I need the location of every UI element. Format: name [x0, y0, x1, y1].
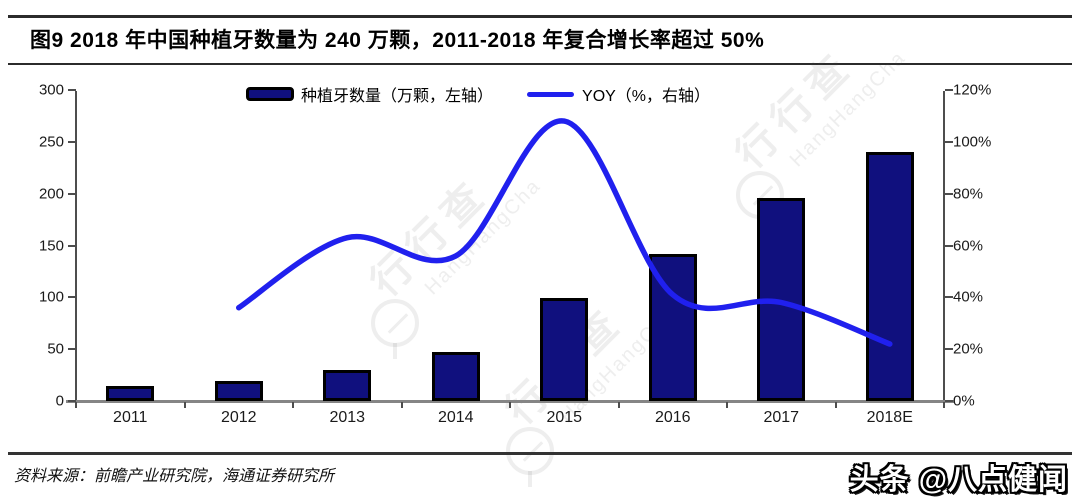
x-axis-tick — [292, 402, 294, 408]
right-axis-tick — [945, 400, 953, 402]
hanghangcha-logo-icon — [506, 427, 554, 487]
x-axis-tick — [509, 402, 511, 408]
right-axis-tick — [945, 348, 953, 351]
left-axis-tick — [68, 192, 76, 195]
left-axis-tick — [68, 140, 76, 143]
legend-bars-label: 种植牙数量（万颗，左轴） — [301, 88, 494, 105]
left-axis-tick — [68, 244, 76, 247]
bar-2012 — [214, 381, 263, 401]
left-axis-tick-label: 300 — [38, 81, 64, 99]
right-axis-spine — [943, 91, 945, 402]
legend-line-label: YOY（%，右轴） — [582, 88, 711, 105]
bar-2011 — [106, 386, 155, 401]
left-axis-tick — [68, 348, 76, 351]
left-axis-tick-label: 250 — [38, 133, 64, 151]
right-axis-tick-label: 120% — [953, 81, 992, 99]
yoy-line-layer — [236, 118, 893, 347]
bar-2013 — [323, 370, 372, 401]
source-note: 资料来源：前瞻产业研究院，海通证券研究所 — [14, 468, 335, 485]
left-axis-tick-label: 50 — [47, 340, 64, 358]
left-axis-tick-label: 0 — [55, 392, 64, 410]
bar-2018E — [865, 152, 914, 401]
legend-line-swatch-icon — [527, 91, 575, 97]
x-axis-tick — [834, 402, 837, 408]
right-axis-tick — [945, 244, 953, 247]
x-axis-category-label: 2015 — [546, 409, 583, 426]
x-axis-tick — [617, 402, 620, 408]
figure-title: 图9 2018 年中国种植牙数量为 240 万颗，2011-2018 年复合增长… — [30, 29, 765, 52]
x-axis-tick — [726, 402, 728, 408]
bar-2014 — [431, 352, 480, 401]
left-axis-tick — [68, 296, 76, 299]
left-axis-tick-label: 200 — [38, 185, 64, 203]
right-axis-tick — [945, 89, 953, 91]
right-axis-tick-label: 60% — [953, 237, 984, 254]
left-axis-tick — [68, 400, 76, 402]
x-axis-tick — [183, 402, 186, 408]
left-axis-tick — [68, 89, 76, 91]
x-axis-tick — [75, 402, 77, 408]
x-axis-category-label: 2016 — [654, 409, 691, 426]
right-axis-tick-label: 80% — [953, 185, 984, 203]
right-axis-tick-label: 100% — [953, 133, 992, 151]
left-axis-tick-label: 100 — [38, 288, 64, 306]
right-axis-tick — [945, 140, 953, 143]
top-rule — [8, 15, 1072, 18]
right-axis-tick-label: 20% — [953, 340, 984, 358]
toutiao-credit-watermark: 头条 @八点健闻 — [849, 464, 1068, 496]
chart-legend: 种植牙数量（万颗，左轴） YOY（%，右轴） — [246, 84, 711, 105]
bar-2016 — [648, 254, 697, 401]
x-axis-category-label: 2012 — [220, 409, 257, 426]
left-axis-tick-label: 150 — [38, 237, 64, 254]
yoy-line — [236, 118, 893, 347]
right-axis-tick-label: 40% — [953, 288, 984, 306]
x-axis-category-label: 2011 — [113, 409, 148, 426]
x-axis-category-label: 2013 — [329, 409, 366, 426]
legend-bar-swatch-icon — [246, 87, 294, 101]
bottom-rule — [8, 452, 1072, 455]
right-axis-tick — [945, 192, 953, 195]
x-axis-baseline — [66, 400, 954, 403]
left-axis-spine — [75, 91, 77, 402]
title-divider-rule — [8, 63, 1072, 65]
x-axis-tick — [943, 402, 945, 408]
right-axis-tick-label: 0% — [953, 392, 975, 410]
bar-2015 — [540, 298, 589, 401]
x-axis-category-label: 2017 — [763, 409, 800, 426]
x-axis-category-label: 2018E — [866, 409, 913, 426]
right-axis-tick — [945, 296, 953, 299]
x-axis-tick — [400, 402, 403, 408]
x-axis-category-label: 2014 — [437, 409, 474, 426]
